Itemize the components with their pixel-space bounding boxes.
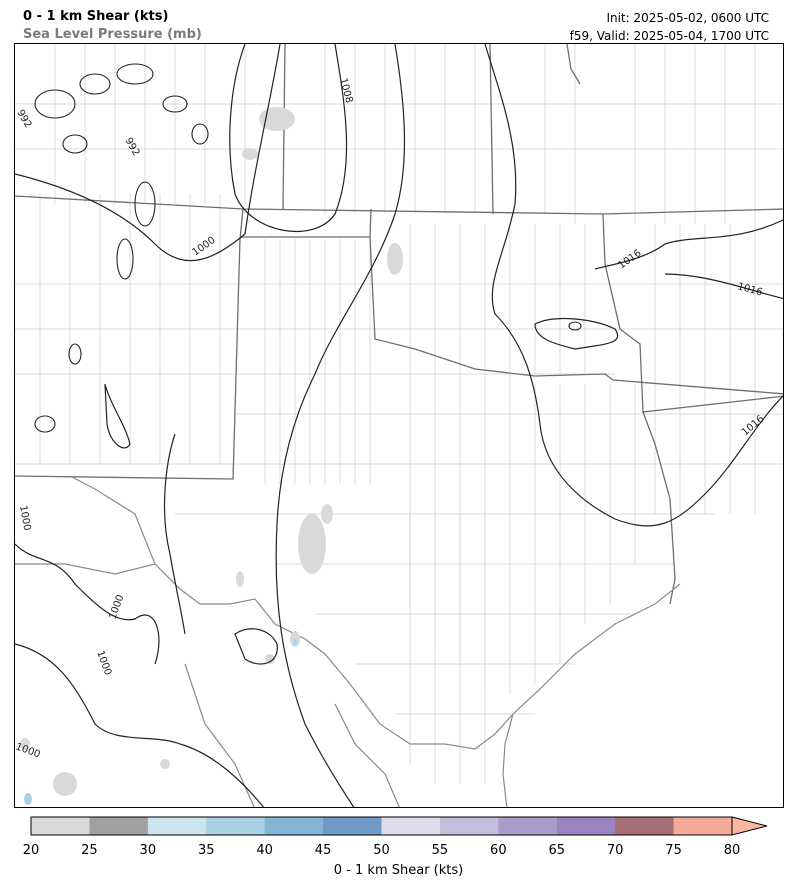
colorbar-cell (323, 817, 382, 835)
colorbar-tick-label: 45 (314, 843, 332, 858)
isobars (15, 44, 783, 807)
isobar-labels: 992 992 1000 1008 1016 1016 1016 1000 10… (15, 77, 766, 761)
colorbar-tick-label: 50 (373, 843, 390, 858)
isobar-label: 1016 (616, 248, 643, 272)
colorbar-cell (31, 817, 90, 835)
colorbar-cell (556, 817, 616, 835)
colorbar-outline (30, 816, 733, 836)
map-canvas: 992 992 1000 1008 1016 1016 1016 1000 10… (15, 44, 783, 807)
isobar-label: 1000 (94, 649, 113, 677)
colorbar-tick-label: 35 (197, 843, 215, 858)
colorbar-tick-label: 80 (723, 843, 741, 858)
init-time: Init: 2025-05-02, 0600 UTC (606, 11, 769, 25)
county-lines (15, 44, 783, 784)
isobar-label: 1000 (107, 593, 126, 621)
shear-shading (20, 107, 403, 796)
colorbar-cell (381, 817, 441, 835)
colorbar-tick-label: 65 (548, 843, 566, 858)
run-info: Init: 2025-05-02, 0600 UTC f59, Valid: 2… (570, 9, 769, 45)
colorbar-tick-label: 20 (22, 843, 40, 858)
colorbar-cells (31, 817, 733, 835)
colorbar-tick-label: 40 (256, 843, 273, 858)
colorbar-label: 0 - 1 km Shear (kts) (333, 863, 464, 878)
isobar-label: 1000 (15, 741, 42, 760)
shear-shading-blue (24, 639, 297, 805)
colorbar-extend-triangle (731, 816, 768, 836)
isobar-label: 1000 (17, 505, 32, 532)
colorbar-cell (498, 817, 558, 835)
colorbar-tick-label: 55 (431, 843, 449, 858)
colorbar-tick-label: 75 (665, 843, 682, 858)
state-borders (15, 44, 783, 605)
isobar-label: 992 (15, 108, 33, 130)
colorbar-tick-label: 25 (81, 843, 98, 858)
map-title-block: 0 - 1 km Shear (kts) Sea Level Pressure … (23, 8, 202, 44)
isobar-label: 992 (122, 136, 141, 158)
map-subtitle: Sea Level Pressure (mb) (23, 27, 202, 42)
isobar-blobs (34, 63, 582, 433)
colorbar-cell (147, 817, 207, 835)
colorbar-tick-label: 60 (490, 843, 507, 858)
colorbar-cell (264, 817, 324, 835)
valid-time: f59, Valid: 2025-05-04, 1700 UTC (569, 29, 769, 43)
map-panel: 992 992 1000 1008 1016 1016 1016 1000 10… (14, 43, 784, 808)
colorbar-cell (439, 817, 499, 835)
colorbar-cell (615, 817, 675, 835)
isobar-label: 1016 (740, 414, 767, 439)
colorbar-tick-label: 30 (139, 843, 157, 858)
colorbar (30, 816, 768, 836)
isobar-label: 1008 (337, 77, 354, 104)
coast-and-border (15, 475, 681, 807)
colorbar-cell (206, 817, 266, 835)
colorbar-tick-label: 70 (606, 843, 624, 858)
colorbar-cell (673, 817, 733, 835)
map-title: 0 - 1 km Shear (kts) (23, 9, 169, 24)
colorbar-cell (89, 817, 149, 835)
